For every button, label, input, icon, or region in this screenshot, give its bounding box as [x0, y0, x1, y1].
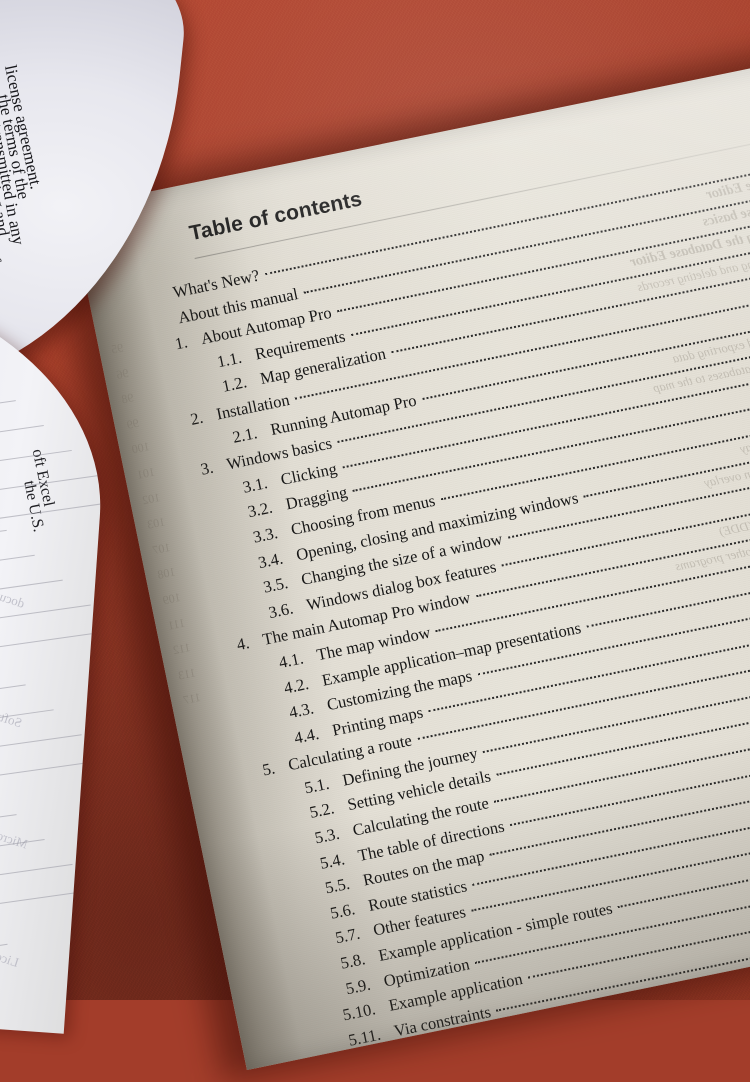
toc-entry-number: 2.	[188, 407, 205, 429]
left-showthrough-line: License	[0, 943, 21, 970]
toc-entry-number: 4.	[235, 633, 251, 655]
left-showthrough-rule	[0, 400, 16, 427]
left-showthrough-rule	[0, 734, 82, 773]
left-showthrough-rule	[0, 499, 116, 543]
toc-entry-label: Databases	[389, 1058, 472, 1070]
toc-entry-number: 5.	[260, 758, 277, 780]
toc-dot-leader	[529, 1003, 750, 1071]
toc-entry-number: 1.	[173, 332, 190, 354]
left-showthrough-line: Microsoft	[0, 821, 30, 852]
toc-dot-leader	[564, 1053, 750, 1071]
left-showthrough-rule	[0, 529, 7, 556]
toc-entry-number: 3.	[199, 457, 215, 479]
toc-dot-leader	[558, 1028, 750, 1071]
left-showthrough-rule	[0, 604, 91, 644]
page-title: Table of contents	[187, 187, 365, 246]
left-showthrough-rule	[0, 554, 35, 585]
